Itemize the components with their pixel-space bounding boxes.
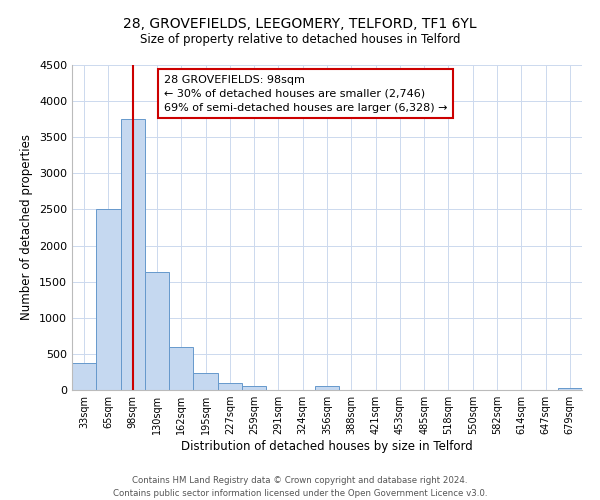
- Text: 28, GROVEFIELDS, LEEGOMERY, TELFORD, TF1 6YL: 28, GROVEFIELDS, LEEGOMERY, TELFORD, TF1…: [123, 18, 477, 32]
- Bar: [193, 372, 218, 390]
- Bar: [145, 272, 169, 390]
- Bar: [121, 119, 145, 390]
- Bar: [72, 362, 96, 390]
- X-axis label: Distribution of detached houses by size in Telford: Distribution of detached houses by size …: [181, 440, 473, 453]
- Text: 28 GROVEFIELDS: 98sqm
← 30% of detached houses are smaller (2,746)
69% of semi-d: 28 GROVEFIELDS: 98sqm ← 30% of detached …: [164, 74, 448, 113]
- Y-axis label: Number of detached properties: Number of detached properties: [20, 134, 34, 320]
- Bar: [558, 388, 582, 390]
- Text: Size of property relative to detached houses in Telford: Size of property relative to detached ho…: [140, 32, 460, 46]
- Bar: [169, 346, 193, 390]
- Bar: [242, 386, 266, 390]
- Text: Contains HM Land Registry data © Crown copyright and database right 2024.
Contai: Contains HM Land Registry data © Crown c…: [113, 476, 487, 498]
- Bar: [218, 383, 242, 390]
- Bar: [315, 386, 339, 390]
- Bar: [96, 210, 121, 390]
